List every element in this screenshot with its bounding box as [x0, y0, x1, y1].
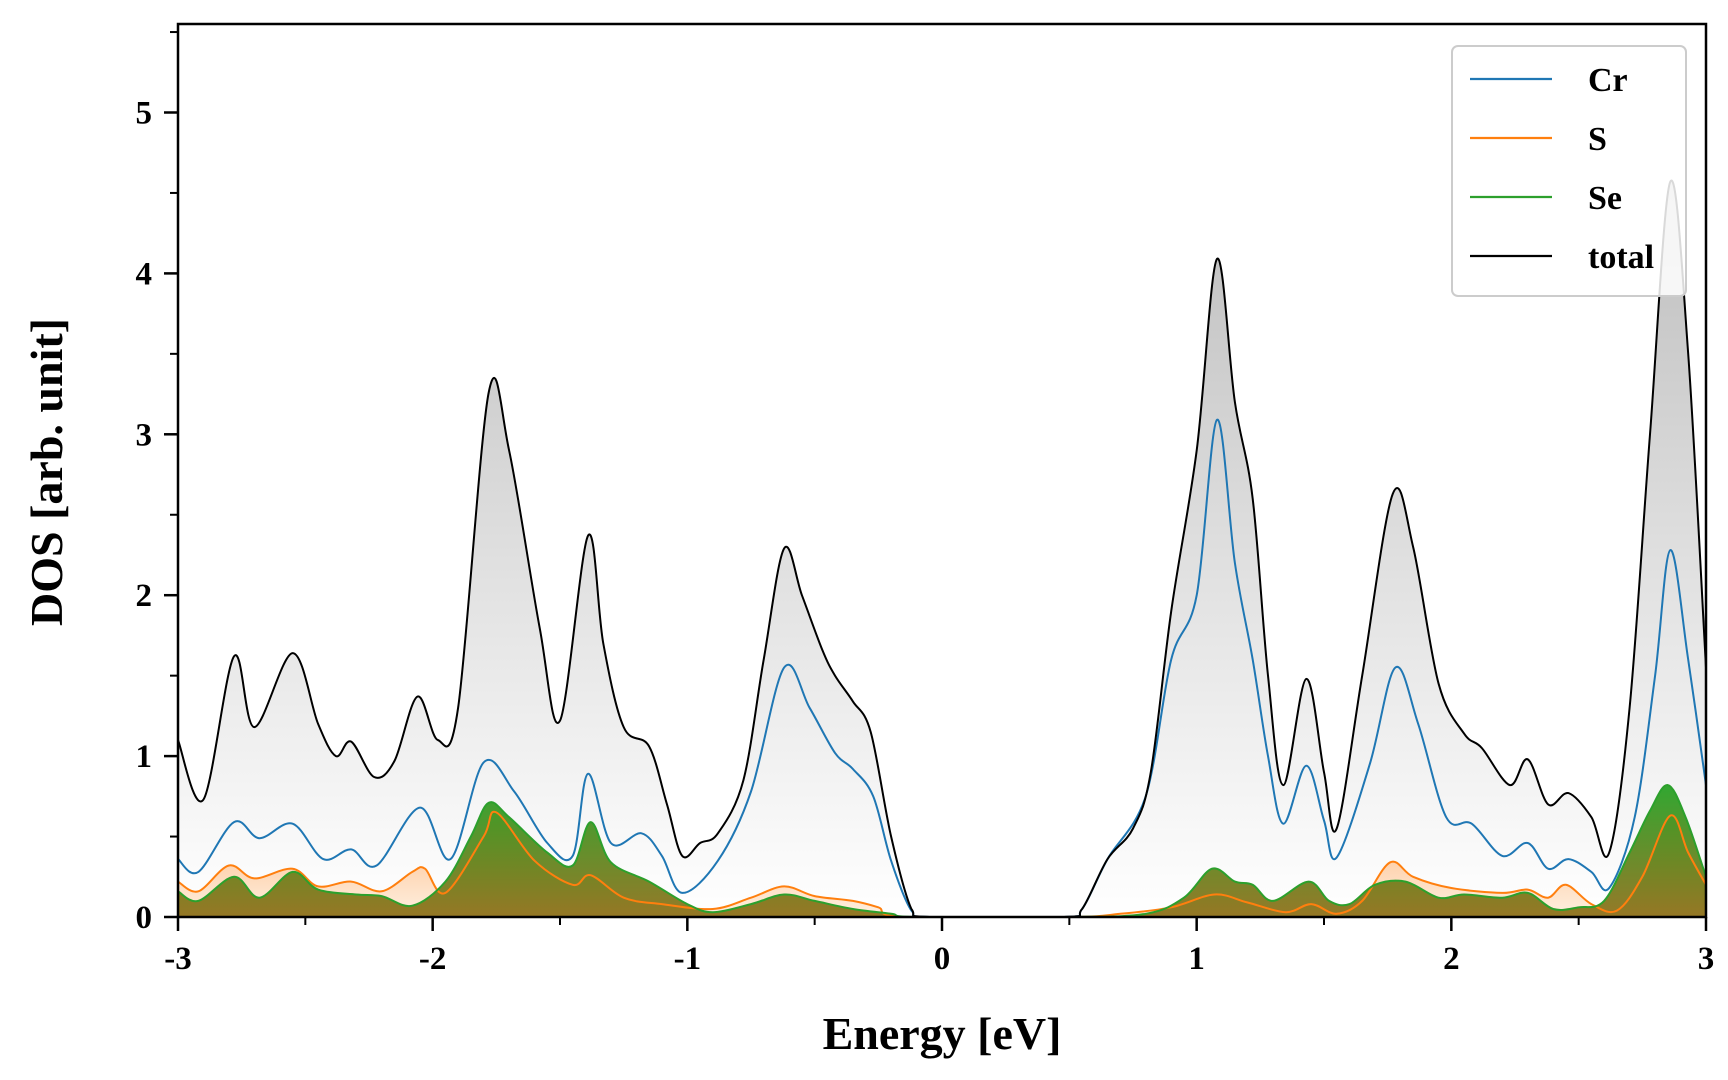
series-line-s	[178, 810, 1706, 917]
x-tick-label: -2	[419, 941, 447, 977]
y-tick-label: 4	[136, 256, 153, 292]
y-tick-label: 0	[136, 900, 153, 936]
legend-label-s: S	[1588, 121, 1607, 158]
y-tick-label: 1	[136, 739, 153, 775]
x-tick-label: 1	[1188, 941, 1205, 977]
series-line-total	[178, 179, 1706, 917]
legend-label-se: Se	[1588, 180, 1622, 217]
x-axis-label: Energy [eV]	[823, 1008, 1062, 1059]
x-tick-label: 3	[1698, 941, 1715, 977]
series-fill-total	[178, 180, 1706, 917]
x-tick-label: 0	[934, 941, 951, 977]
x-tick-label: 2	[1443, 941, 1460, 977]
legend-label-total: total	[1588, 239, 1654, 276]
series-fill-se	[178, 785, 1706, 917]
legend-box	[1451, 45, 1687, 297]
y-tick-label: 5	[136, 95, 153, 131]
y-tick-label: 2	[136, 578, 153, 614]
legend: Cr S Se total	[1451, 45, 1687, 297]
y-axis-label: DOS [arb. unit]	[21, 318, 72, 626]
y-tick-label: 3	[136, 417, 153, 453]
x-tick-label: -3	[164, 941, 192, 977]
x-tick-label: -1	[674, 941, 702, 977]
legend-label-cr: Cr	[1588, 62, 1628, 99]
